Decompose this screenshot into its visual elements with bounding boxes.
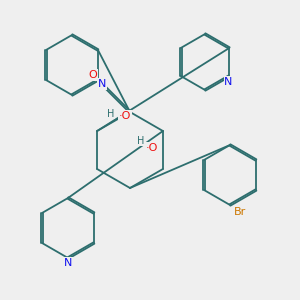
Text: O: O: [88, 70, 98, 80]
Text: H: H: [107, 109, 115, 119]
Text: N: N: [64, 258, 72, 268]
Text: H: H: [137, 136, 145, 146]
Text: N: N: [224, 77, 232, 87]
Text: ·O: ·O: [146, 143, 158, 153]
Text: N: N: [98, 79, 106, 89]
Text: Br: Br: [234, 207, 246, 217]
Text: ·O: ·O: [119, 111, 131, 121]
